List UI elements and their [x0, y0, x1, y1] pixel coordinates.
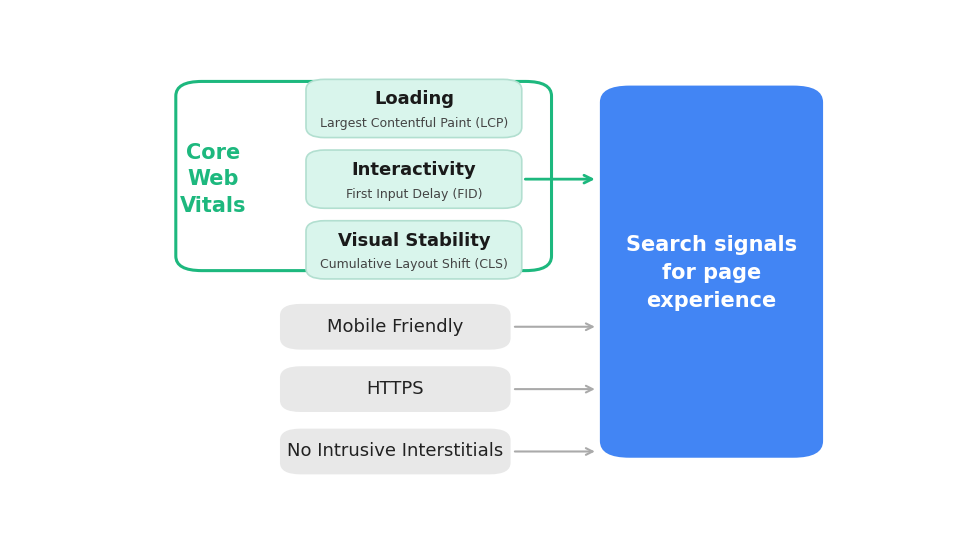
FancyBboxPatch shape	[280, 304, 511, 349]
FancyBboxPatch shape	[176, 82, 551, 271]
FancyBboxPatch shape	[306, 221, 522, 279]
Text: Mobile Friendly: Mobile Friendly	[327, 318, 464, 336]
FancyBboxPatch shape	[280, 366, 511, 412]
Text: Largest Contentful Paint (LCP): Largest Contentful Paint (LCP)	[320, 117, 508, 130]
FancyBboxPatch shape	[600, 85, 823, 458]
FancyBboxPatch shape	[306, 150, 522, 208]
Text: First Input Delay (FID): First Input Delay (FID)	[346, 187, 482, 201]
Text: Search signals
for page
experience: Search signals for page experience	[626, 235, 797, 310]
Text: No Intrusive Interstitials: No Intrusive Interstitials	[287, 442, 503, 461]
Text: Cumulative Layout Shift (CLS): Cumulative Layout Shift (CLS)	[320, 258, 508, 271]
Text: Interactivity: Interactivity	[351, 161, 476, 179]
Text: Loading: Loading	[373, 90, 454, 109]
FancyBboxPatch shape	[306, 79, 522, 138]
Text: HTTPS: HTTPS	[367, 380, 424, 398]
FancyBboxPatch shape	[280, 429, 511, 474]
Text: Visual Stability: Visual Stability	[338, 232, 491, 249]
Text: Core
Web
Vitals: Core Web Vitals	[180, 143, 247, 215]
